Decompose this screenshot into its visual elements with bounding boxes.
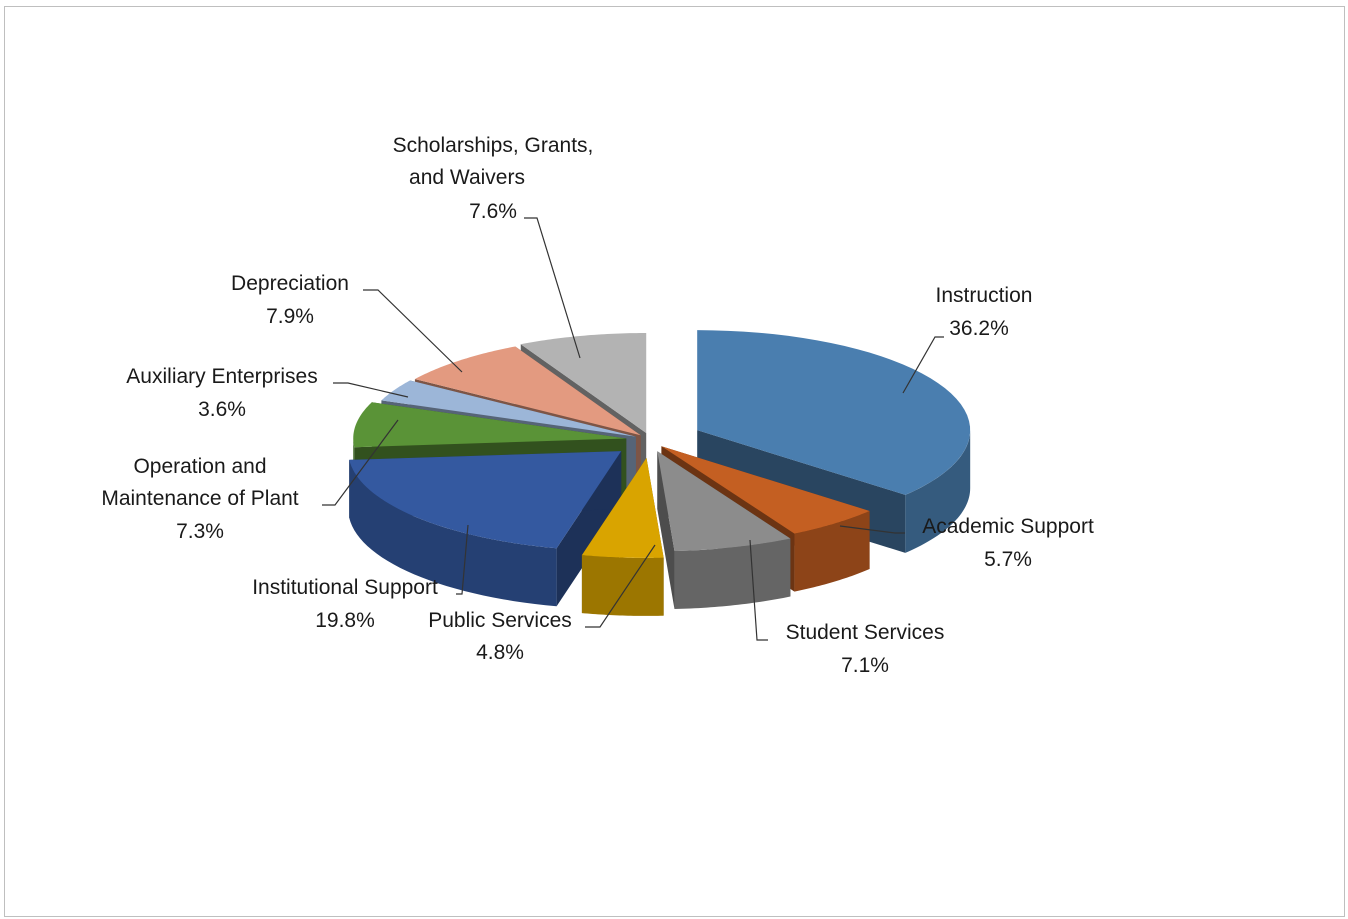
- label-value-depreciation: 7.9%: [266, 305, 314, 328]
- label-name-instruction: Instruction: [936, 284, 1033, 307]
- slice-3-side: [581, 555, 664, 616]
- slice-2: [657, 451, 791, 610]
- label-name-student: Student Services: [786, 621, 945, 644]
- slice-1-side: [794, 510, 870, 592]
- label-value-institutional: 19.8%: [315, 609, 375, 632]
- leader-line-8: [524, 217, 581, 359]
- label-scholarships: Scholarships, Grants, and Waivers 7.6%: [393, 134, 594, 223]
- label-value-academic: 5.7%: [984, 548, 1032, 571]
- label-name-operation-line1: Operation and: [133, 455, 266, 478]
- leader-line-6: [333, 382, 409, 398]
- leader-line-4: [456, 524, 469, 595]
- slice-0-side: [905, 430, 971, 553]
- leader-line-0: [902, 336, 944, 394]
- leader-line-7: [363, 289, 463, 373]
- slice-6-top: [381, 380, 636, 437]
- slice-8-top: [520, 333, 647, 434]
- slice-0-top: [697, 330, 971, 495]
- label-institutional: Institutional Support 19.8%: [252, 576, 438, 632]
- leader-line-2: [749, 539, 768, 641]
- label-name-public: Public Services: [428, 609, 572, 632]
- leader-line-1: [839, 525, 905, 534]
- label-name-academic: Academic Support: [922, 515, 1094, 538]
- label-public: Public Services 4.8%: [428, 609, 572, 664]
- slice-3-top: [581, 457, 664, 558]
- slice-5-top: [353, 402, 627, 448]
- label-name-scholarships-line1: Scholarships, Grants,: [393, 134, 594, 157]
- slice-4-side: [349, 459, 557, 607]
- label-value-student: 7.1%: [841, 654, 889, 677]
- slice-2-top: [657, 451, 791, 552]
- label-name-auxiliary: Auxiliary Enterprises: [126, 365, 317, 388]
- slice-2-side: [674, 538, 791, 610]
- label-value-auxiliary: 3.6%: [198, 398, 246, 421]
- label-operation: Operation and Maintenance of Plant 7.3%: [101, 455, 298, 543]
- slice-2-wall-1: [657, 451, 675, 610]
- label-value-scholarships: 7.6%: [469, 200, 517, 223]
- slices-layer: [349, 330, 971, 616]
- slice-1-top: [661, 446, 870, 534]
- slice-3: [581, 457, 664, 616]
- label-value-public: 4.8%: [476, 641, 524, 664]
- label-name-operation-line2: Maintenance of Plant: [101, 487, 298, 510]
- slice-4-top: [349, 451, 622, 549]
- leader-line-5: [322, 419, 399, 506]
- leader-line-3: [585, 544, 656, 628]
- slice-7-top: [414, 346, 641, 436]
- label-auxiliary: Auxiliary Enterprises 3.6%: [126, 365, 317, 421]
- label-student: Student Services 7.1%: [786, 621, 945, 677]
- label-value-instruction: 36.2%: [949, 317, 1009, 340]
- leader-lines: [322, 217, 944, 641]
- slice-4: [349, 451, 622, 607]
- label-name-institutional: Institutional Support: [252, 576, 438, 599]
- label-value-operation: 7.3%: [176, 520, 224, 543]
- label-depreciation: Depreciation 7.9%: [231, 272, 349, 328]
- label-academic: Academic Support 5.7%: [922, 515, 1094, 571]
- label-name-scholarships-line2: and Waivers: [409, 166, 525, 189]
- label-name-depreciation: Depreciation: [231, 272, 349, 295]
- label-instruction: Instruction 36.2%: [936, 284, 1033, 340]
